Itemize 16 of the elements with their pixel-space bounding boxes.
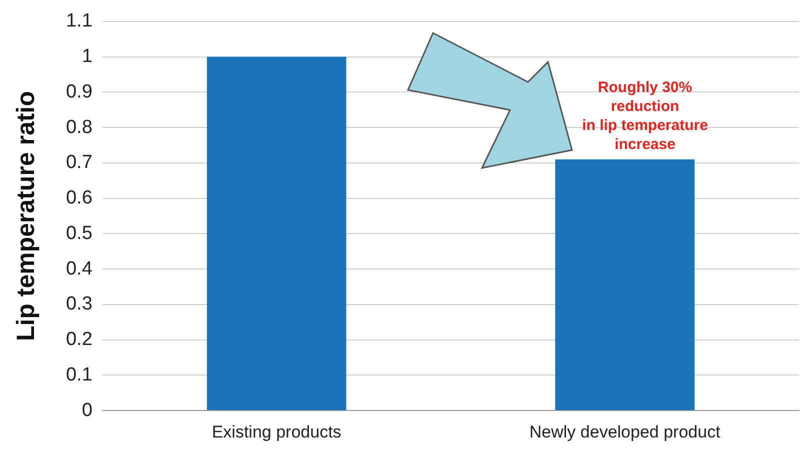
y-tick-label: 1 — [82, 46, 92, 68]
y-axis-title: Lip temperature ratio — [12, 90, 40, 342]
y-tick-label: 0.1 — [66, 364, 92, 386]
y-tick-label: 0.2 — [66, 329, 92, 350]
y-tick-label: 0.3 — [66, 294, 92, 315]
y-tick-label: 0.6 — [66, 188, 92, 209]
y-tick-label: 0.7 — [66, 152, 92, 174]
y-tick-label: 0.4 — [66, 258, 93, 280]
y-tick-label: 0.5 — [66, 222, 92, 244]
annotation: Roughly 30% reduction in lip temperature increase — [582, 79, 708, 153]
y-tick-label: 0.9 — [66, 81, 92, 102]
x-tick-label: Existing products — [212, 422, 342, 442]
y-tick-label: 0.8 — [66, 116, 92, 138]
x-tick-label: Newly developed product — [529, 422, 721, 442]
y-tick-label: 0 — [82, 400, 92, 421]
y-tick-label: 1.1 — [66, 10, 92, 32]
